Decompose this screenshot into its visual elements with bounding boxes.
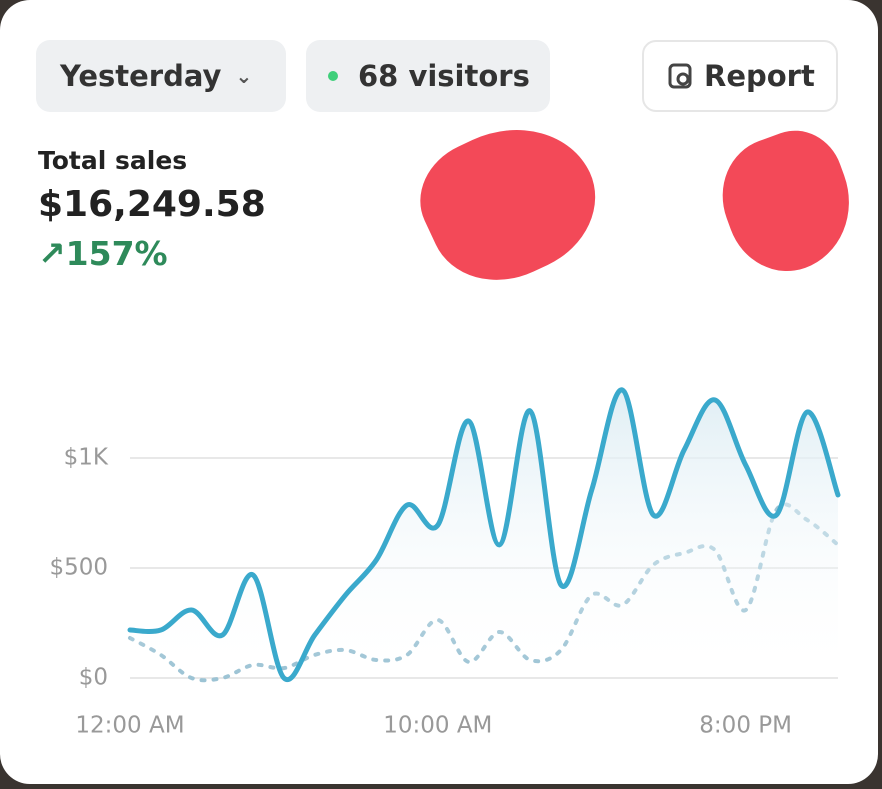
y-tick-label: $500 bbox=[49, 555, 108, 581]
report-button[interactable]: Report bbox=[642, 40, 838, 112]
x-tick-label: 10:00 AM bbox=[383, 713, 492, 739]
live-dot bbox=[328, 71, 338, 81]
metric-change: ↗157% bbox=[38, 234, 168, 273]
report-icon bbox=[668, 63, 692, 89]
period: Yesterday bbox=[60, 59, 222, 93]
up-arrow: ↗ bbox=[38, 234, 66, 273]
y-tick-label: $0 bbox=[79, 665, 108, 691]
change: 157% bbox=[65, 234, 168, 273]
area bbox=[130, 389, 838, 680]
metric-value: $16,249.58 bbox=[38, 184, 266, 225]
metric-label: Total sales bbox=[38, 146, 188, 175]
visitors-pill: 68 visitors bbox=[306, 40, 550, 112]
visitors: 68 visitors bbox=[358, 59, 530, 93]
y-tick-label: $1K bbox=[64, 445, 109, 471]
line bbox=[127, 387, 841, 683]
period-button[interactable]: Yesterday ⌄ bbox=[36, 40, 286, 112]
x-tick-label: 12:00 AM bbox=[75, 713, 184, 739]
report: Report bbox=[704, 59, 815, 93]
x-tick-label: 8:00 PM bbox=[699, 713, 792, 739]
chevron: ⌄ bbox=[235, 64, 253, 88]
